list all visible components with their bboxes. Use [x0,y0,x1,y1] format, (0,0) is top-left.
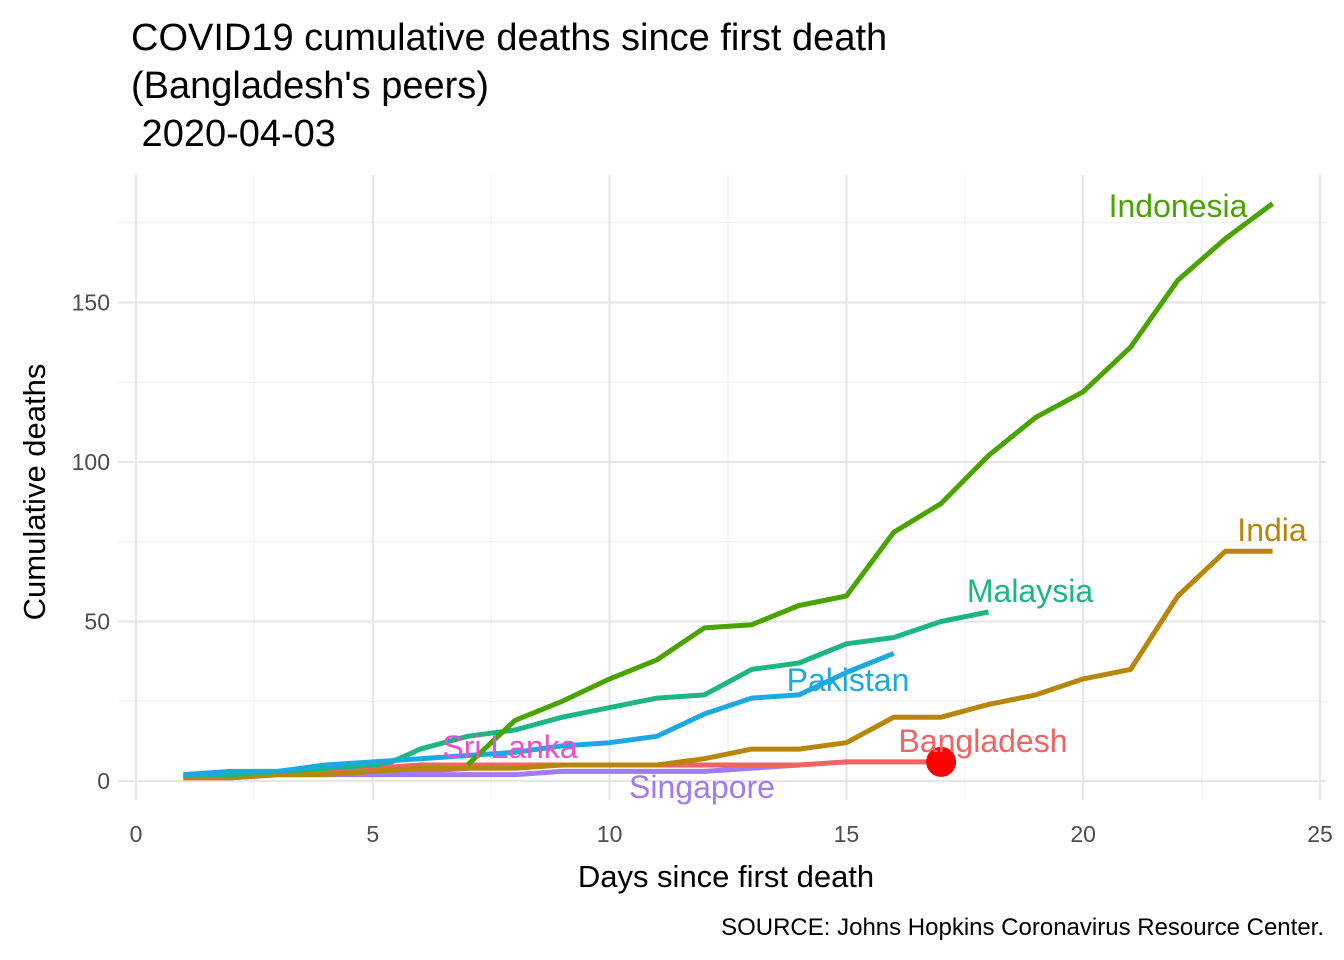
series-label-bangladesh: Bangladesh [898,723,1067,759]
series-label-singapore: Singapore [629,769,775,805]
series-label-sri-lanka: Sri Lanka [442,729,577,765]
x-tick-label: 0 [130,821,143,847]
y-tick-label: 150 [72,290,110,316]
y-axis-title: Cumulative deaths [17,364,52,621]
source-caption: SOURCE: Johns Hopkins Coronavirus Resour… [721,914,1324,941]
title-line-3: 2020-04-03 [131,113,336,155]
y-tick-label: 50 [84,609,110,635]
x-tick-label: 20 [1070,821,1096,847]
series-line-malaysia [183,609,989,778]
series-label-pakistan: Pakistan [787,662,910,698]
x-tick-label: 5 [366,821,379,847]
x-tick-label: 15 [834,821,860,847]
series-labels: Indonesia India Malaysia Pakistan Bangladesh… [442,188,1306,805]
series-label-indonesia: Indonesia [1109,188,1248,224]
title-line-2: (Bangladesh's peers) [131,65,489,107]
series-label-malaysia: Malaysia [967,573,1093,609]
x-axis-ticks: 0 5 10 15 20 25 [130,821,1333,847]
y-axis-ticks: 0 50 100 150 [72,290,110,795]
title-line-1: COVID19 cumulative deaths since first de… [131,17,887,59]
series-line-india [183,548,1273,781]
grid-lines [118,175,1326,800]
x-tick-label: 10 [597,821,623,847]
highlight-point-bangladesh [926,746,957,777]
series-line-pakistan [183,651,895,778]
highlight-points [926,746,957,777]
series-lines [183,201,1275,781]
x-axis-title: Days since first death [578,859,874,894]
y-tick-label: 0 [97,768,110,794]
x-tick-label: 25 [1307,821,1333,847]
series-label-india: India [1237,512,1307,548]
y-tick-label: 100 [72,449,110,475]
chart-title: COVID19 cumulative deaths since first de… [131,17,887,155]
series-line-indonesia [465,201,1275,767]
